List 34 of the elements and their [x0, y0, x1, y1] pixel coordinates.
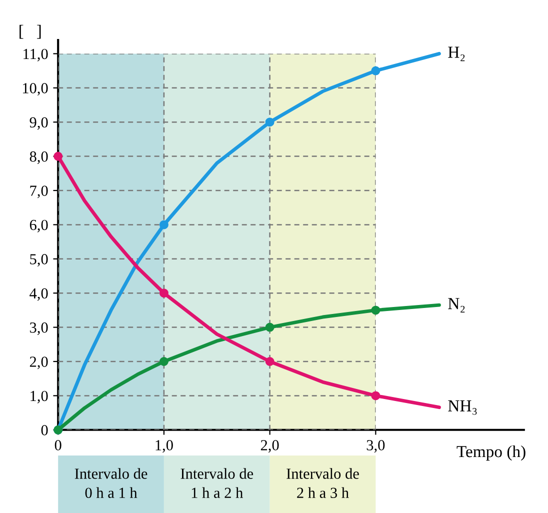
y-tick-label: 7,0	[30, 186, 48, 198]
band-label: Intervalo de 0 h a 1 h	[74, 468, 148, 498]
y-tick-label: 0	[41, 425, 48, 436]
point	[54, 152, 63, 161]
x-tick-label: 2,0	[260, 440, 279, 453]
y-tick-label: 1,0	[30, 390, 48, 404]
y-axis-title: [ ]	[20, 24, 41, 39]
x-tick-label: 0	[54, 440, 62, 450]
point	[371, 66, 380, 76]
point	[159, 288, 168, 298]
y-tick-label: 4,0	[30, 288, 48, 301]
x-tick-label: 3,0	[366, 440, 385, 453]
x-axis-title: Tempo (h)	[456, 445, 526, 461]
point	[159, 356, 168, 366]
y-tick-label: 3,0	[30, 322, 48, 335]
series-label: N₂	[448, 298, 465, 312]
y-tick-label: 9,0	[30, 117, 48, 130]
series-label: NH₃	[448, 400, 477, 415]
y-tick-label: 2,0	[30, 356, 48, 370]
point	[371, 306, 380, 315]
point	[371, 391, 380, 400]
point	[265, 356, 274, 366]
y-tick-label: 5,0	[30, 254, 48, 267]
y-tick-label: 11,0	[24, 48, 48, 62]
y-tick-label: 6,0	[30, 220, 48, 232]
point	[265, 118, 274, 127]
band-label: Intervalo de 1 h a 2 h	[180, 468, 254, 498]
y-tick-label: 8,0	[30, 151, 48, 164]
band-label: Intervalo de 2 h a 3 h	[286, 468, 359, 498]
point	[265, 322, 274, 332]
point	[159, 220, 168, 230]
y-tick-label: 10,0	[22, 83, 48, 96]
series-label: H₂	[448, 46, 465, 62]
x-tick-label: 1,0	[156, 440, 173, 453]
